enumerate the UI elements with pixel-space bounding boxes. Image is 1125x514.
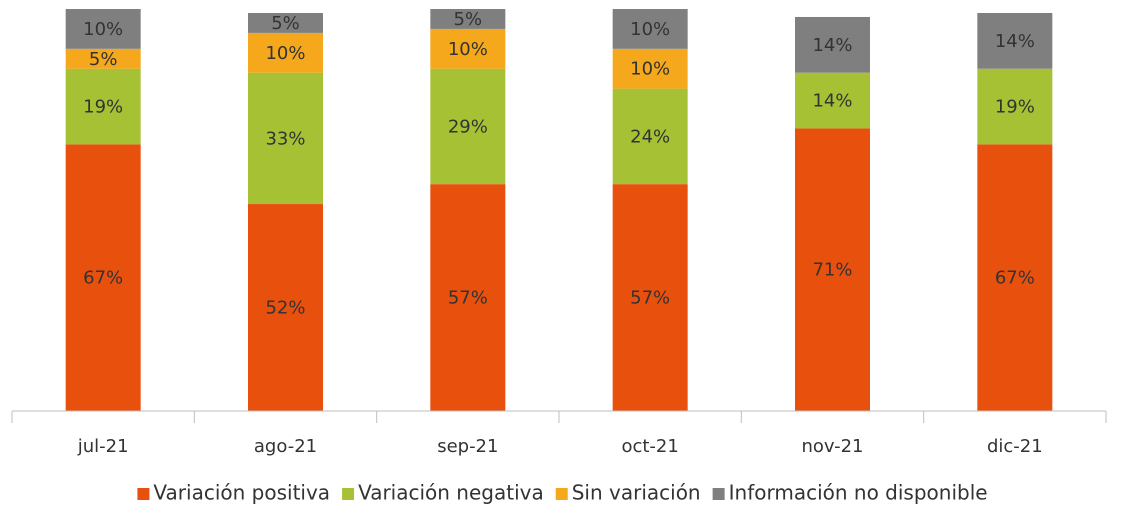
bar-segment <box>977 144 1053 411</box>
legend-swatch <box>555 488 568 500</box>
bar-segment <box>248 32 323 73</box>
legend-label: Sin variación <box>572 481 701 505</box>
bar-segment <box>248 13 323 33</box>
data-label: 57% <box>448 288 488 309</box>
legend-swatch <box>342 488 355 500</box>
x-tick-label: jul-21 <box>77 436 129 457</box>
bar-segment <box>65 9 141 49</box>
data-label: 5% <box>454 9 483 30</box>
data-label: 10% <box>630 59 670 80</box>
x-tick-label: dic-21 <box>987 436 1043 457</box>
data-label: 52% <box>265 298 305 319</box>
data-label: 33% <box>265 128 305 149</box>
data-label: 5% <box>89 49 118 70</box>
x-tick-label: oct-21 <box>621 436 678 457</box>
x-tick-label: sep-21 <box>437 436 498 457</box>
bar-segment <box>612 88 688 185</box>
data-label: 67% <box>995 268 1035 289</box>
data-label: 71% <box>812 260 852 281</box>
data-label: 14% <box>812 35 852 56</box>
bar-segment <box>795 16 870 73</box>
bar-segment <box>612 48 688 89</box>
bar-segment <box>65 68 141 145</box>
bar-segment <box>430 28 506 69</box>
data-label: 5% <box>271 13 300 34</box>
legend-swatch <box>137 488 150 500</box>
bar-segment <box>248 72 323 205</box>
legend-label: Variación positiva <box>153 481 330 505</box>
data-label: 14% <box>812 91 852 112</box>
legend-swatch <box>712 488 725 500</box>
bar-segment <box>795 72 870 129</box>
bar-segment <box>977 68 1053 145</box>
bar-segment <box>65 144 141 411</box>
legend-label: Variación negativa <box>358 481 544 505</box>
data-label: 10% <box>448 39 488 60</box>
legend-label: Información no disponible <box>729 481 988 505</box>
bar-segment <box>612 9 688 49</box>
data-label: 10% <box>630 19 670 40</box>
bar-segment <box>430 68 506 185</box>
bar-segment <box>430 184 506 411</box>
data-label: 10% <box>83 19 123 40</box>
data-label: 14% <box>995 31 1035 52</box>
data-label: 24% <box>630 126 670 147</box>
data-label: 57% <box>630 288 670 309</box>
x-tick-label: nov-21 <box>802 436 864 457</box>
bar-segment <box>977 13 1053 69</box>
data-label: 19% <box>995 97 1035 118</box>
data-label: 67% <box>83 268 123 289</box>
bar-segment <box>430 9 506 29</box>
data-label: 29% <box>448 116 488 137</box>
bar-segment <box>248 204 323 411</box>
bar-segment <box>65 48 141 69</box>
bar-segment <box>612 184 688 411</box>
data-label: 10% <box>265 43 305 64</box>
x-tick-label: ago-21 <box>254 436 317 457</box>
data-label: 19% <box>83 97 123 118</box>
bar-segment <box>795 128 870 412</box>
